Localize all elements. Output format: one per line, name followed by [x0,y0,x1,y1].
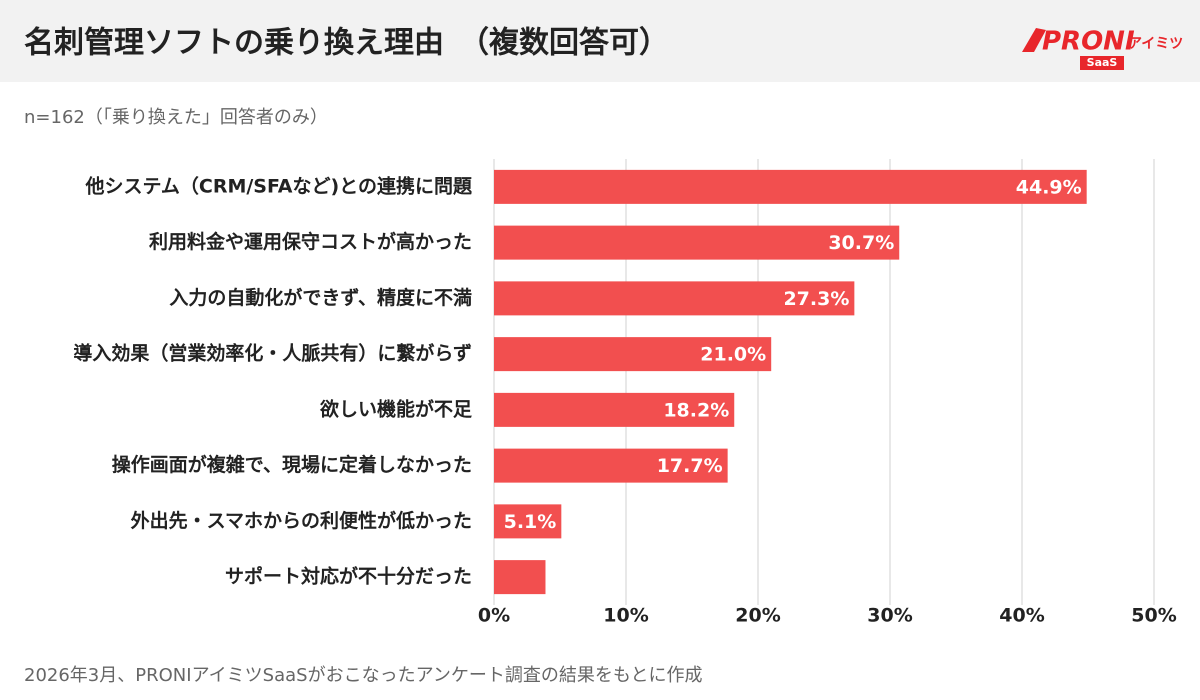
x-tick-label: 0% [478,605,510,627]
note: 2026年3月、PRONIアイミツSaaSがおこなったアンケート調査の結果をもと… [24,665,703,686]
x-tick-label: 20% [735,605,780,627]
value-label: 30.7% [828,232,894,254]
bar [494,225,900,260]
y-tick-label: サポート対応が不十分だった [225,565,472,588]
logo-mark [1022,28,1046,52]
chart-title: 名刺管理ソフトの乗り換え理由 （複数回答可） [24,26,669,61]
value-label: 21.0% [700,344,766,366]
y-tick-label: 欲しい機能が不足 [319,397,473,420]
bar [494,392,735,427]
bar [494,448,728,483]
bar [494,504,562,539]
logo-tag: SaaS [1087,56,1118,69]
value-label: 18.2% [663,399,729,421]
bar [494,337,772,372]
y-tick-label: 他システム（CRM/SFAなど)との連携に問題 [84,174,473,197]
logo-sub: アイミツ [1128,36,1183,52]
value-label: 27.3% [783,288,849,310]
x-tick-label: 50% [1131,605,1176,627]
bar [494,281,855,316]
value-label: 44.9% [1016,176,1082,198]
bar [494,560,546,595]
y-tick-label: 入力の自動化ができず、精度に不満 [169,286,472,309]
x-tick-label: 10% [603,605,648,627]
subtitle: n=162（「乗り換えた」回答者のみ） [24,107,328,128]
y-tick-label: 利用料金や運用保守コストが高かった [149,230,472,253]
header-band [0,0,1200,82]
y-tick-label: 導入効果（営業効率化・人脈共有）に繋がらず [73,342,472,365]
value-label: 5.1% [504,511,557,533]
bar [494,169,1087,204]
logo-tag-bg [1080,56,1124,70]
value-label: 17.7% [657,455,723,477]
logo-brand: PRONI [1042,27,1135,57]
y-tick-label: 外出先・スマホからの利便性が低かった [131,509,472,532]
x-tick-label: 30% [867,605,912,627]
y-tick-label: 操作画面が複雑で、現場に定着しなかった [112,453,472,476]
x-tick-label: 40% [999,605,1044,627]
